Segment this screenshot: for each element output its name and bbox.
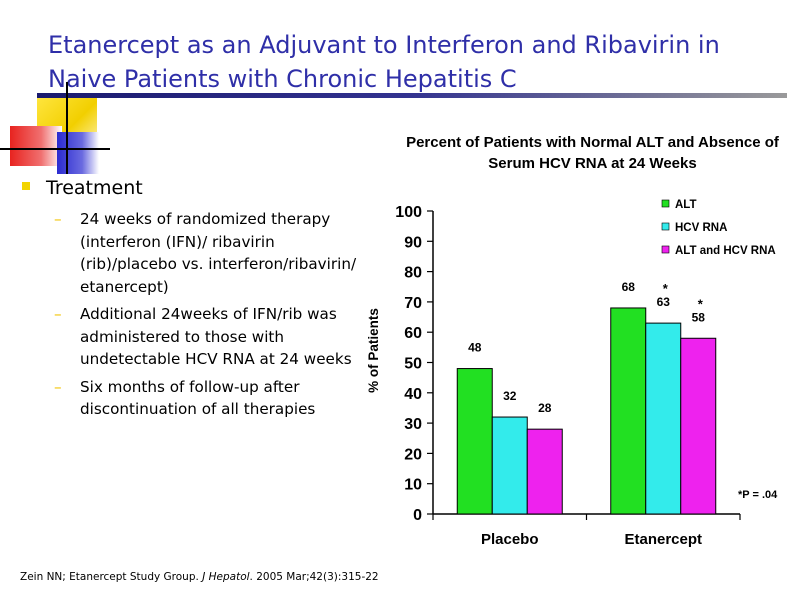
legend-label: ALT (675, 199, 697, 211)
y-axis-label: % of Patients (366, 308, 381, 393)
data-label: 63 (657, 295, 671, 309)
decor-blue-square (57, 132, 99, 174)
bullet-square-icon (22, 182, 30, 190)
citation-journal: J Hepatol (202, 571, 250, 583)
chart-footnote: *P = .04 (738, 489, 778, 501)
bullet-heading: Treatment (46, 177, 143, 199)
x-tick-label: Etanercept (624, 531, 702, 548)
sub-bullet-list: –24 weeks of randomized therapy (interfe… (20, 208, 360, 421)
decor-vertical-line (66, 82, 68, 174)
y-tick-label: 20 (404, 446, 422, 463)
sub-bullet-item: – Six months of follow-up after discontin… (20, 376, 360, 421)
citation-details: . 2005 Mar;42(3):315-22 (249, 571, 379, 583)
sub-bullet-text: Additional 24weeks of IFN/rib was admini… (80, 305, 352, 368)
x-tick-label: Placebo (481, 531, 539, 548)
bar (491, 416, 528, 515)
data-label: 32 (503, 389, 517, 403)
y-tick-label: 50 (404, 356, 422, 373)
sub-bullet-item: –24 weeks of randomized therapy (interfe… (20, 208, 360, 298)
y-tick-label: 10 (404, 477, 422, 494)
y-tick-label: 60 (404, 325, 422, 342)
legend-label: ALT and HCV RNA (675, 245, 776, 257)
decor-red-square (10, 126, 62, 166)
bullet-list: Treatment –24 weeks of randomized therap… (20, 176, 360, 426)
slide-title: Etanercept as an Adjuvant to Interferon … (48, 31, 720, 93)
bar (526, 428, 563, 515)
y-tick-label: 30 (404, 416, 422, 433)
bar (610, 307, 647, 515)
y-tick-label: 80 (404, 265, 422, 282)
sub-bullet-text: 24 weeks of randomized therapy (interfer… (80, 210, 357, 296)
sub-bullet-text: Six months of follow-up after discontinu… (80, 377, 316, 419)
bullet-treatment: Treatment (20, 176, 360, 200)
bar (680, 337, 717, 515)
significance-mark: * (698, 296, 704, 311)
y-tick-label: 0 (413, 507, 422, 524)
y-tick-label: 70 (404, 295, 422, 312)
y-tick-label: 40 (404, 386, 422, 403)
legend-swatch (661, 222, 670, 231)
dash-icon: – (54, 305, 62, 323)
data-label: 28 (538, 401, 552, 415)
legend-label: HCV RNA (675, 222, 727, 234)
bar (456, 368, 493, 515)
legend-swatch (661, 199, 670, 208)
sub-bullet-item: – Additional 24weeks of IFN/rib was admin… (20, 303, 360, 371)
y-tick-label: 100 (395, 204, 422, 221)
dash-icon: – (54, 210, 62, 228)
y-tick-label: 90 (404, 234, 422, 251)
data-label: 68 (622, 280, 636, 294)
data-label: 48 (468, 341, 482, 355)
decor-horizontal-line (0, 148, 110, 150)
decor-horizontal-rule (37, 93, 787, 98)
chart-title: Percent of Patients with Normal ALT and … (406, 134, 779, 172)
dash-icon: – (54, 377, 62, 396)
citation: Zein NN; Etanercept Study Group. J Hepat… (20, 571, 379, 583)
data-label: 58 (692, 310, 706, 324)
legend-swatch (661, 245, 670, 254)
bar (645, 322, 682, 515)
citation-authors: Zein NN; Etanercept Study Group. (20, 571, 203, 583)
significance-mark: * (663, 281, 669, 296)
